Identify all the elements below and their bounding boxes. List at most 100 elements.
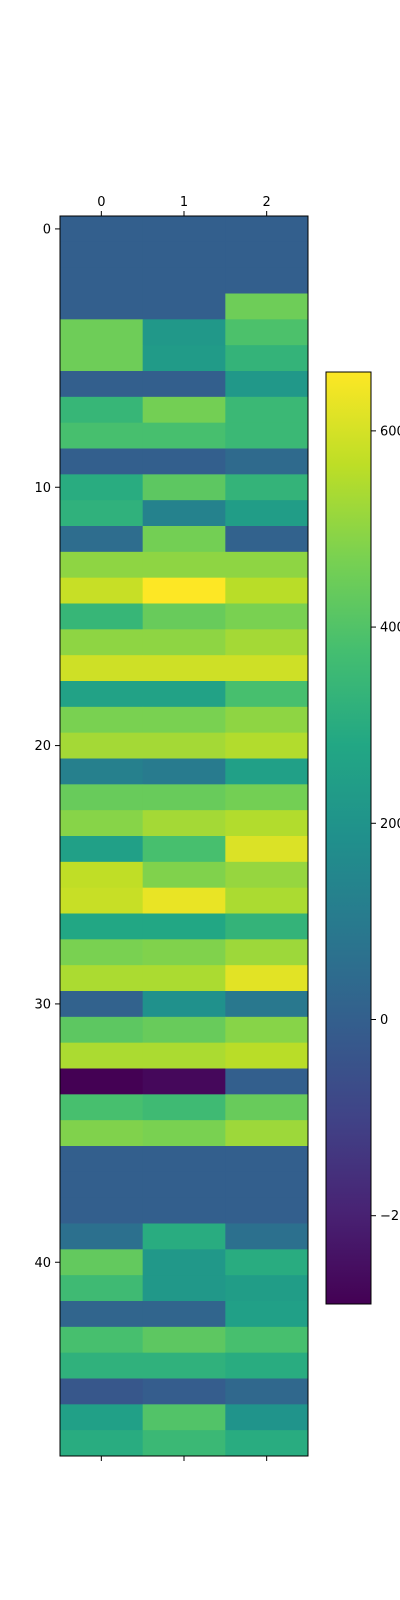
heatmap-cell-r40-c1 <box>142 1249 226 1276</box>
heatmap-cell-r25-c0 <box>60 861 144 889</box>
heatmap-cell-r24-c1 <box>142 836 226 863</box>
heatmap-cell-r12-c2 <box>225 526 309 553</box>
heatmap-cell-r36-c2 <box>225 1146 309 1173</box>
heatmap-cell-r44-c1 <box>142 1352 226 1379</box>
heatmap-cell-r39-c2 <box>225 1223 309 1250</box>
heatmap-cell-r16-c0 <box>60 629 144 656</box>
heatmap-cell-r12-c1 <box>142 526 226 553</box>
heatmap-cell-r36-c1 <box>142 1146 226 1173</box>
heatmap-cell-r23-c2 <box>225 810 309 837</box>
heatmap-cell-r1-c0 <box>60 241 144 269</box>
heatmap-cell-r3-c1 <box>142 293 226 320</box>
heatmap-cell-r47-c2 <box>225 1430 309 1457</box>
heatmap-cell-r26-c2 <box>225 887 309 914</box>
heatmap-cell-r10-c0 <box>60 474 144 501</box>
heatmap-cell-r46-c2 <box>225 1404 309 1431</box>
heatmap-cell-r37-c2 <box>225 1171 309 1199</box>
heatmap-cell-r22-c1 <box>142 784 226 811</box>
heatmap-cell-r12-c0 <box>60 526 144 553</box>
heatmap-cell-r4-c2 <box>225 319 309 346</box>
heatmap-cell-r24-c2 <box>225 836 309 863</box>
heatmap-cell-r16-c2 <box>225 629 309 656</box>
heatmap-cell-r36-c0 <box>60 1146 144 1173</box>
y-tick-label-20: 20 <box>34 739 51 754</box>
heatmap-cell-r0-c2 <box>225 216 309 243</box>
heatmap-cell-r8-c0 <box>60 422 144 449</box>
heatmap-cell-r47-c0 <box>60 1430 144 1457</box>
heatmap-cell-r18-c0 <box>60 681 144 708</box>
heatmap-cell-r45-c0 <box>60 1378 144 1405</box>
heatmap-cell-r27-c2 <box>225 913 309 940</box>
colorbar-gradient <box>326 372 371 1304</box>
heatmap-cell-r25-c2 <box>225 861 309 889</box>
heatmap-cell-r42-c0 <box>60 1301 144 1328</box>
heatmap-cell-r44-c0 <box>60 1352 144 1379</box>
heatmap-cell-r43-c1 <box>142 1326 226 1354</box>
heatmap-cell-r45-c1 <box>142 1378 226 1405</box>
colorbar-tick-label-600: 600 <box>380 424 400 439</box>
heatmap-cell-r30-c2 <box>225 991 309 1018</box>
heatmap-cell-r15-c2 <box>225 603 309 630</box>
heatmap-cell-r28-c1 <box>142 939 226 966</box>
heatmap-cell-r15-c1 <box>142 603 226 630</box>
heatmap-cell-r1-c2 <box>225 241 309 269</box>
heatmap-cell-r29-c0 <box>60 965 144 992</box>
y-axis: 0 10 20 30 40 <box>34 222 60 1271</box>
heatmap-cell-r20-c0 <box>60 732 144 759</box>
x-tick-label-2: 2 <box>263 195 271 210</box>
heatmap-cell-r27-c1 <box>142 913 226 940</box>
heatmap-cell-r19-c0 <box>60 706 144 734</box>
heatmap-cell-r21-c0 <box>60 758 144 785</box>
heatmap-cell-r31-c0 <box>60 1016 144 1044</box>
heatmap-cell-r10-c2 <box>225 474 309 501</box>
heatmap-cell-r0-c0 <box>60 216 144 243</box>
heatmap-cell-r13-c0 <box>60 551 144 579</box>
heatmap-cell-r6-c1 <box>142 371 226 398</box>
heatmap-cell-r28-c0 <box>60 939 144 966</box>
heatmap-cell-r9-c1 <box>142 448 226 475</box>
heatmap-cell-r41-c1 <box>142 1275 226 1302</box>
heatmap-cell-r33-c0 <box>60 1068 144 1095</box>
colorbar-frame <box>325 371 372 1305</box>
heatmap-cell-r5-c0 <box>60 345 144 372</box>
y-tick-label-30: 30 <box>34 997 51 1012</box>
heatmap-cell-r9-c2 <box>225 448 309 475</box>
heatmap-cell-r41-c2 <box>225 1275 309 1302</box>
heatmap-cell-r18-c1 <box>142 681 226 708</box>
heatmap-cell-r34-c2 <box>225 1094 309 1121</box>
heatmap-cell-r42-c2 <box>225 1301 309 1328</box>
heatmap-cell-r30-c1 <box>142 991 226 1018</box>
heatmap-cell-r14-c0 <box>60 577 144 604</box>
heatmap-cell-r34-c1 <box>142 1094 226 1121</box>
heatmap-cell-r7-c2 <box>225 396 309 424</box>
heatmap-cell-r19-c1 <box>142 706 226 734</box>
heatmap-cell-r37-c1 <box>142 1171 226 1199</box>
heatmap-cell-r21-c2 <box>225 758 309 785</box>
colorbar-tick-label-0: 0 <box>380 1013 388 1028</box>
heatmap-cell-r17-c1 <box>142 655 226 682</box>
heatmap-cell-r45-c2 <box>225 1378 309 1405</box>
heatmap-cell-r33-c2 <box>225 1068 309 1095</box>
heatmap-cell-r22-c2 <box>225 784 309 811</box>
heatmap-cell-r1-c1 <box>142 241 226 269</box>
heatmap-cell-r47-c1 <box>142 1430 226 1457</box>
heatmap-cell-r35-c1 <box>142 1120 226 1147</box>
heatmap-cell-r8-c1 <box>142 422 226 449</box>
heatmap-cell-r31-c1 <box>142 1016 226 1044</box>
heatmap-cell-r6-c2 <box>225 371 309 398</box>
heatmap-cell-r20-c2 <box>225 732 309 759</box>
heatmap-cell-r35-c2 <box>225 1120 309 1147</box>
heatmap-cell-r32-c2 <box>225 1042 309 1069</box>
colorbar-tick-label-400: 400 <box>380 621 400 636</box>
heatmap-cell-r33-c1 <box>142 1068 226 1095</box>
heatmap-cell-r46-c0 <box>60 1404 144 1431</box>
heatmap-cell-r14-c2 <box>225 577 309 604</box>
heatmap-cell-r41-c0 <box>60 1275 144 1302</box>
colorbar-ticks: −200 0 200 400 600 <box>371 424 400 1224</box>
heatmap-cell-r3-c2 <box>225 293 309 320</box>
heatmap-cell-r32-c0 <box>60 1042 144 1069</box>
heatmap-cell-r23-c0 <box>60 810 144 837</box>
heatmap-cell-r14-c1 <box>142 577 226 604</box>
heatmap-cell-r46-c1 <box>142 1404 226 1431</box>
heatmap-cell-r18-c2 <box>225 681 309 708</box>
